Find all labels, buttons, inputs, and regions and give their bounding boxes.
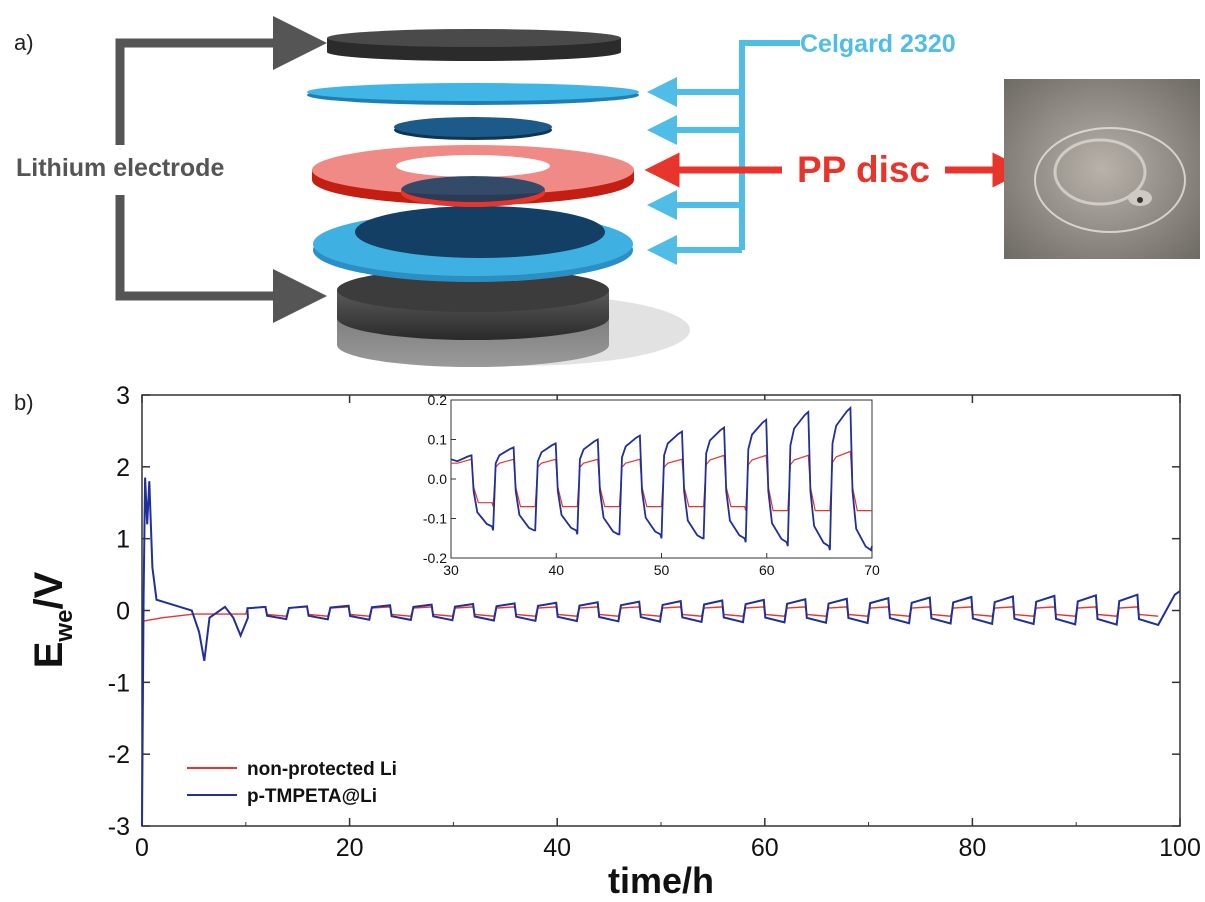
legend-label-non-protected: non-protected Li	[247, 759, 397, 780]
x-tick-label: 40	[543, 834, 571, 862]
pp-disc	[312, 145, 634, 207]
inset-series-line-p-tmpeta	[450, 405, 873, 552]
inset-y-tick-label: -0.1	[423, 511, 447, 527]
y-tick-label: 1	[116, 526, 130, 554]
inset-x-tick-label: 30	[443, 562, 459, 578]
panel-a: a) Lithium electrode	[14, 16, 1200, 367]
series-line-p-tmpeta	[141, 477, 1181, 827]
inset-x-tick-label: 60	[759, 562, 775, 578]
pp-disc-callout: PP disc	[644, 149, 1028, 190]
y-tick-label: -2	[108, 741, 130, 769]
svg-text:Ewe/V: Ewe/V	[27, 571, 78, 668]
bracket-bottom-arrow	[115, 195, 327, 323]
main-plot-lines	[141, 477, 1181, 827]
main-axis-ticks: 0 20 40 60 80 100 3 2 1 0 -1 -2 -3	[108, 382, 1201, 862]
x-tick-label: 100	[1159, 834, 1201, 862]
inset-x-tick-label: 70	[864, 562, 880, 578]
x-axis-label: time/h	[608, 860, 714, 901]
x-tick-label: 60	[751, 834, 779, 862]
y-tick-label: 0	[116, 598, 130, 626]
panel-a-tag: a)	[14, 30, 34, 55]
y-tick-label: 2	[116, 454, 130, 482]
inset-y-tick-label: 0.2	[428, 392, 448, 408]
inset-axis-ticks: 30 40 50 60 70 0.2 0.1 0.0 -0.1 -0.2	[423, 392, 880, 578]
bracket-top-arrow	[115, 16, 327, 145]
celgard-arrows: Celgard 2320	[647, 30, 956, 265]
x-tick-label: 80	[958, 834, 986, 862]
y-tick-label: 3	[116, 382, 130, 410]
small-separator-disc	[394, 117, 552, 140]
inset-x-tick-label: 40	[548, 562, 564, 578]
celgard-label: Celgard 2320	[800, 30, 956, 58]
panel-b-tag: b)	[14, 390, 34, 415]
x-tick-label: 0	[135, 834, 149, 862]
legend-label-p-tmpeta: p-TMPETA@Li	[247, 786, 377, 807]
top-lithium-disc	[327, 29, 621, 61]
ylabel-sub: we	[51, 610, 78, 643]
inset-x-tick-label: 50	[654, 562, 670, 578]
y-tick-label: -3	[108, 813, 130, 841]
inset-y-tick-label: 0.0	[428, 471, 448, 487]
top-celgard-separator	[307, 83, 639, 105]
cell-stack	[307, 29, 690, 367]
inset-y-tick-label: 0.1	[428, 432, 448, 448]
ylabel-tail: /V	[27, 571, 71, 609]
large-celgard-separator	[313, 206, 633, 282]
inset-y-tick-label: -0.2	[423, 550, 447, 566]
y-axis-label: Ewe/V	[27, 571, 78, 668]
lithium-electrode-bracket: Lithium electrode	[16, 16, 327, 323]
inset-chart: 30 40 50 60 70 0.2 0.1 0.0 -0.1 -0.2	[423, 392, 880, 578]
pp-disc-photo	[1004, 79, 1200, 259]
ylabel-main: E	[27, 642, 71, 669]
panel-b: b) Ewe/V 0 20 40 60 80 100 3 2 1 0 -1 -2 -3 time/h n…	[14, 382, 1201, 901]
inset-plot-lines	[450, 405, 873, 552]
bottom-lithium-disc	[337, 268, 609, 367]
y-tick-label: -1	[108, 669, 130, 697]
pp-disc-label: PP disc	[797, 149, 930, 190]
legend: non-protected Li p-TMPETA@Li	[187, 759, 397, 807]
x-tick-label: 20	[336, 834, 364, 862]
lithium-electrode-label: Lithium electrode	[16, 154, 224, 182]
